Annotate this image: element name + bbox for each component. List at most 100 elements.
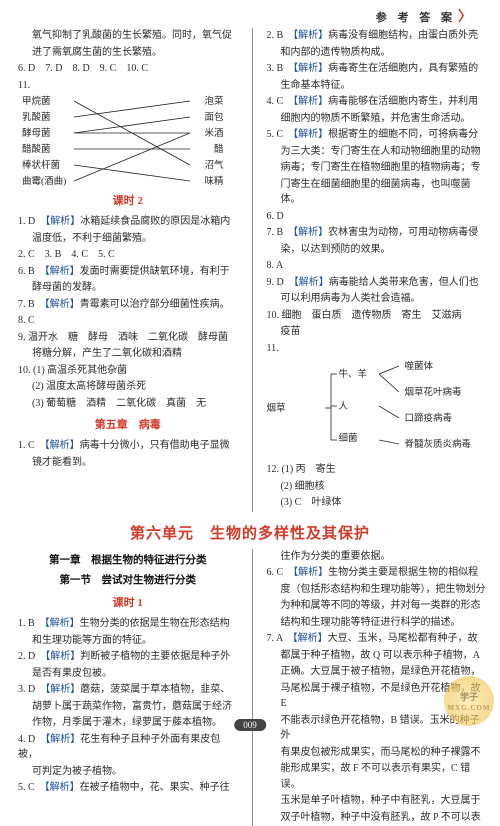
- text-line: 酵母菌的发酵。: [18, 280, 238, 296]
- text-line: 7. B 【解析】农林害虫为动物，可用动物病毒侵: [267, 225, 487, 241]
- text-line: 门寄生在细菌细胞里的细菌病毒，也叫噬菌体。: [267, 177, 487, 208]
- diagram-right-label: 味精: [204, 175, 223, 190]
- matching-diagram: 甲烷菌 乳酸菌 酵母菌 醋酸菌 棒状杆菌 曲霉(酒曲) 泡菜 面包 米酒 醋 沼…: [22, 95, 238, 187]
- section-kt2: 课时 2: [18, 193, 238, 210]
- diagram-right-label: 沼气: [204, 159, 223, 174]
- page-number: 009: [234, 719, 266, 731]
- text-line: 能形成果实，故 F 不可以表示有果实，C 错误。: [267, 761, 487, 792]
- text-line: 2. B 【解析】病毒没有细胞结构，由蛋白质外壳: [267, 28, 487, 44]
- text-line: 染，以达到预防的效果。: [267, 242, 487, 258]
- column-divider: [252, 549, 253, 826]
- page-header: 参 考 答 案〉: [0, 0, 500, 28]
- text-line: 10. 细胞 蛋白质 遗传物质 寄生 艾滋病: [267, 308, 487, 324]
- diagram-right-label: 米酒: [204, 127, 223, 142]
- tree-diagram: 烟草 牛、羊 人 细菌 噬菌体 烟草花叶病毒 口蹄疫病毒 脊髓灰质炎病毒: [293, 360, 487, 460]
- text-line: 进了需氧腐生菌的生长繁殖。: [18, 45, 238, 61]
- watermark: 学子 MXG.COM: [444, 676, 494, 726]
- diagram-left-label: 棒状杆菌: [22, 159, 60, 174]
- text-line: 2. C 3. B 4. C 5. C: [18, 247, 238, 263]
- upper-right-block: 2. B 【解析】病毒没有细胞结构，由蛋白质外壳和内部的遗传物质构成。3. B …: [267, 28, 487, 356]
- text-line: 9. D 【解析】病毒能给人类带来危害，但人们也: [267, 275, 487, 291]
- text-line: 生命基本特征。: [267, 78, 487, 94]
- text-line: 病毒；专门寄生在植物细胞里的植物病毒；专: [267, 160, 487, 176]
- section-ch5: 第五章 病毒: [18, 417, 238, 434]
- ch5-block: 1. C 【解析】病毒十分微小，只有借助电子显微镜才能看到。: [18, 438, 238, 470]
- text-line: (3) C 叶绿体: [267, 495, 487, 511]
- diagram-left-label: 曲霉(酒曲): [22, 175, 66, 190]
- watermark-text1: 学子: [460, 690, 478, 703]
- text-line: 可以利用病毒为人类社会造福。: [267, 291, 487, 307]
- text-line: 7. A 【解析】大豆、玉米，马尾松都有种子，故: [267, 631, 487, 647]
- text-line: 2. D 【解析】判断被子植物的主要依据是种子外: [18, 649, 238, 665]
- upper-left-col: 氧气抑制了乳酸菌的生长繁殖。同时，氧气促 进了需氧腐生菌的生长繁殖。 6. D …: [18, 28, 238, 512]
- text-line: 11.: [267, 341, 487, 357]
- lower-h1: 第一章 根据生物的特征进行分类: [18, 553, 238, 569]
- text-line: 3. B 【解析】病毒寄生在活细胞内，具有繁殖的: [267, 61, 487, 77]
- lower-left-col: 第一章 根据生物的特征进行分类 第一节 尝试对生物进行分类 课时 1 1. B …: [18, 549, 238, 826]
- tree-root-label: 烟草: [267, 402, 286, 417]
- kt2-block: 1. D 【解析】冰箱延续食品腐败的原因是冰箱内温度低，不利于细菌繁殖。2. C…: [18, 214, 238, 411]
- unit6-title: 第六单元 生物的多样性及其保护: [0, 522, 500, 543]
- text-line: 1. C 【解析】病毒十分微小，只有借助电子显微: [18, 438, 238, 454]
- upper-right-after: 12. (1) 丙 寄生(2) 细胞核(3) C 叶绿体: [267, 462, 487, 511]
- header-title: 参 考 答 案: [376, 12, 456, 24]
- text-line: 7. B 【解析】青霉素可以治疗部分细菌性疾病。: [18, 297, 238, 313]
- text-line: 双子叶植物，种子中没有胚乳，故 P 不可以表: [267, 810, 487, 826]
- text-line: 9. 温开水 糖 酵母 酒味 二氧化碳 酵母菌: [18, 330, 238, 346]
- text-line: 为种和属等不同的等级，并对每一类群的形态: [267, 598, 487, 614]
- column-divider: [252, 28, 253, 512]
- text-line: 是否有果皮包被。: [18, 666, 238, 682]
- text-line: 8. A: [267, 258, 487, 274]
- text-line: 为三大类：专门寄生在人和动物细胞里的动物: [267, 144, 487, 160]
- diagram-lines: [62, 95, 202, 187]
- text-line: 作物，月季属于灌木，绿萝属于藤本植物。: [18, 715, 238, 731]
- text-line: 4. C 【解析】病毒能够在活细胞内寄生，并利用: [267, 94, 487, 110]
- text-line: 和生理功能等方面的特征。: [18, 633, 238, 649]
- text-line: 度（包括形态结构和生理功能等），把生物划分: [267, 582, 487, 598]
- text-line: 4. D 【解析】花生有种子且种子外面有果皮包被，: [18, 732, 238, 763]
- text-line: 镜才能看到。: [18, 455, 238, 471]
- text-line: 6. B 【解析】发面时需要提供缺氧环境，有利于: [18, 264, 238, 280]
- text-line: 1. B 【解析】生物分类的依据是生物在形态结构: [18, 616, 238, 632]
- text-line: 可判定为被子植物。: [18, 764, 238, 780]
- text-line: 疫苗: [267, 324, 487, 340]
- text-line: 6. C 【解析】生物分类主要是根据生物的相似程: [267, 565, 487, 581]
- text-line: 1. D 【解析】冰箱延续食品腐败的原因是冰箱内: [18, 214, 238, 230]
- text-line: 12. (1) 丙 寄生: [267, 462, 487, 478]
- diagram-right-label: 泡菜: [204, 95, 223, 110]
- text-line: 往作为分类的重要依据。: [267, 549, 487, 565]
- text-line: (2) 细胞核: [267, 479, 487, 495]
- tree-lines: [325, 360, 445, 456]
- text-line: 细胞内的物质不断繁殖，并危害生命活动。: [267, 111, 487, 127]
- text-line: 氧气抑制了乳酸菌的生长繁殖。同时，氧气促: [18, 28, 238, 44]
- watermark-text2: MXG.COM: [448, 704, 491, 712]
- text-line: 玉米是单子叶植物，种子中有胚乳，大豆属于: [267, 793, 487, 809]
- text-line: 5. C 【解析】根据寄生的细胞不同，可将病毒分: [267, 127, 487, 143]
- text-line: 6. D: [267, 209, 487, 225]
- text-line: 胡萝卜属于蔬菜作物，富贵竹，蘑菇属于经济: [18, 699, 238, 715]
- watermark-circle: 学子 MXG.COM: [444, 676, 494, 726]
- lower-kt1: 课时 1: [18, 595, 238, 612]
- text-line: (3) 葡萄糖 酒精 二氧化碳 真菌 无: [18, 396, 238, 412]
- lower-columns: 第一章 根据生物的特征进行分类 第一节 尝试对生物进行分类 课时 1 1. B …: [0, 549, 500, 826]
- text-line: 5. C 【解析】在被子植物中，花、果实、种子往: [18, 780, 238, 796]
- text-line: 结构和生理功能等特征进行科学的描述。: [267, 615, 487, 631]
- text-line: 8. C: [18, 313, 238, 329]
- diagram-left-label: 乳酸菌: [22, 111, 51, 126]
- text-line: 有果皮包被形成果实，而马尾松的种子裸露不: [267, 745, 487, 761]
- diagram-right-label: 醋: [214, 143, 224, 158]
- text-line: 都属于种子植物，故 Q 可以表示种子植物，A: [267, 648, 487, 664]
- text-line: 将糖分解，产生了二氧化碳和酒精: [18, 346, 238, 362]
- text-line: 10. (1) 高温杀死其他杂菌: [18, 363, 238, 379]
- diagram-right-label: 面包: [204, 111, 223, 126]
- upper-columns: 氧气抑制了乳酸菌的生长繁殖。同时，氧气促 进了需氧腐生菌的生长繁殖。 6. D …: [0, 28, 500, 512]
- diagram-left-label: 甲烷菌: [22, 95, 51, 110]
- q11: 11.: [18, 78, 238, 94]
- text-line: 和内部的遗传物质构成。: [267, 45, 487, 61]
- answer-row: 6. D 7. D 8. D 9. C 10. C: [18, 61, 238, 77]
- upper-right-col: 2. B 【解析】病毒没有细胞结构，由蛋白质外壳和内部的遗传物质构成。3. B …: [267, 28, 487, 512]
- text-line: 温度低，不利于细菌繁殖。: [18, 231, 238, 247]
- text-line: (2) 温度太高将酵母菌杀死: [18, 379, 238, 395]
- text-line: 3. D 【解析】蘑菇，菠菜属于草本植物，韭菜、: [18, 682, 238, 698]
- diagram-left-label: 醋酸菌: [22, 143, 51, 158]
